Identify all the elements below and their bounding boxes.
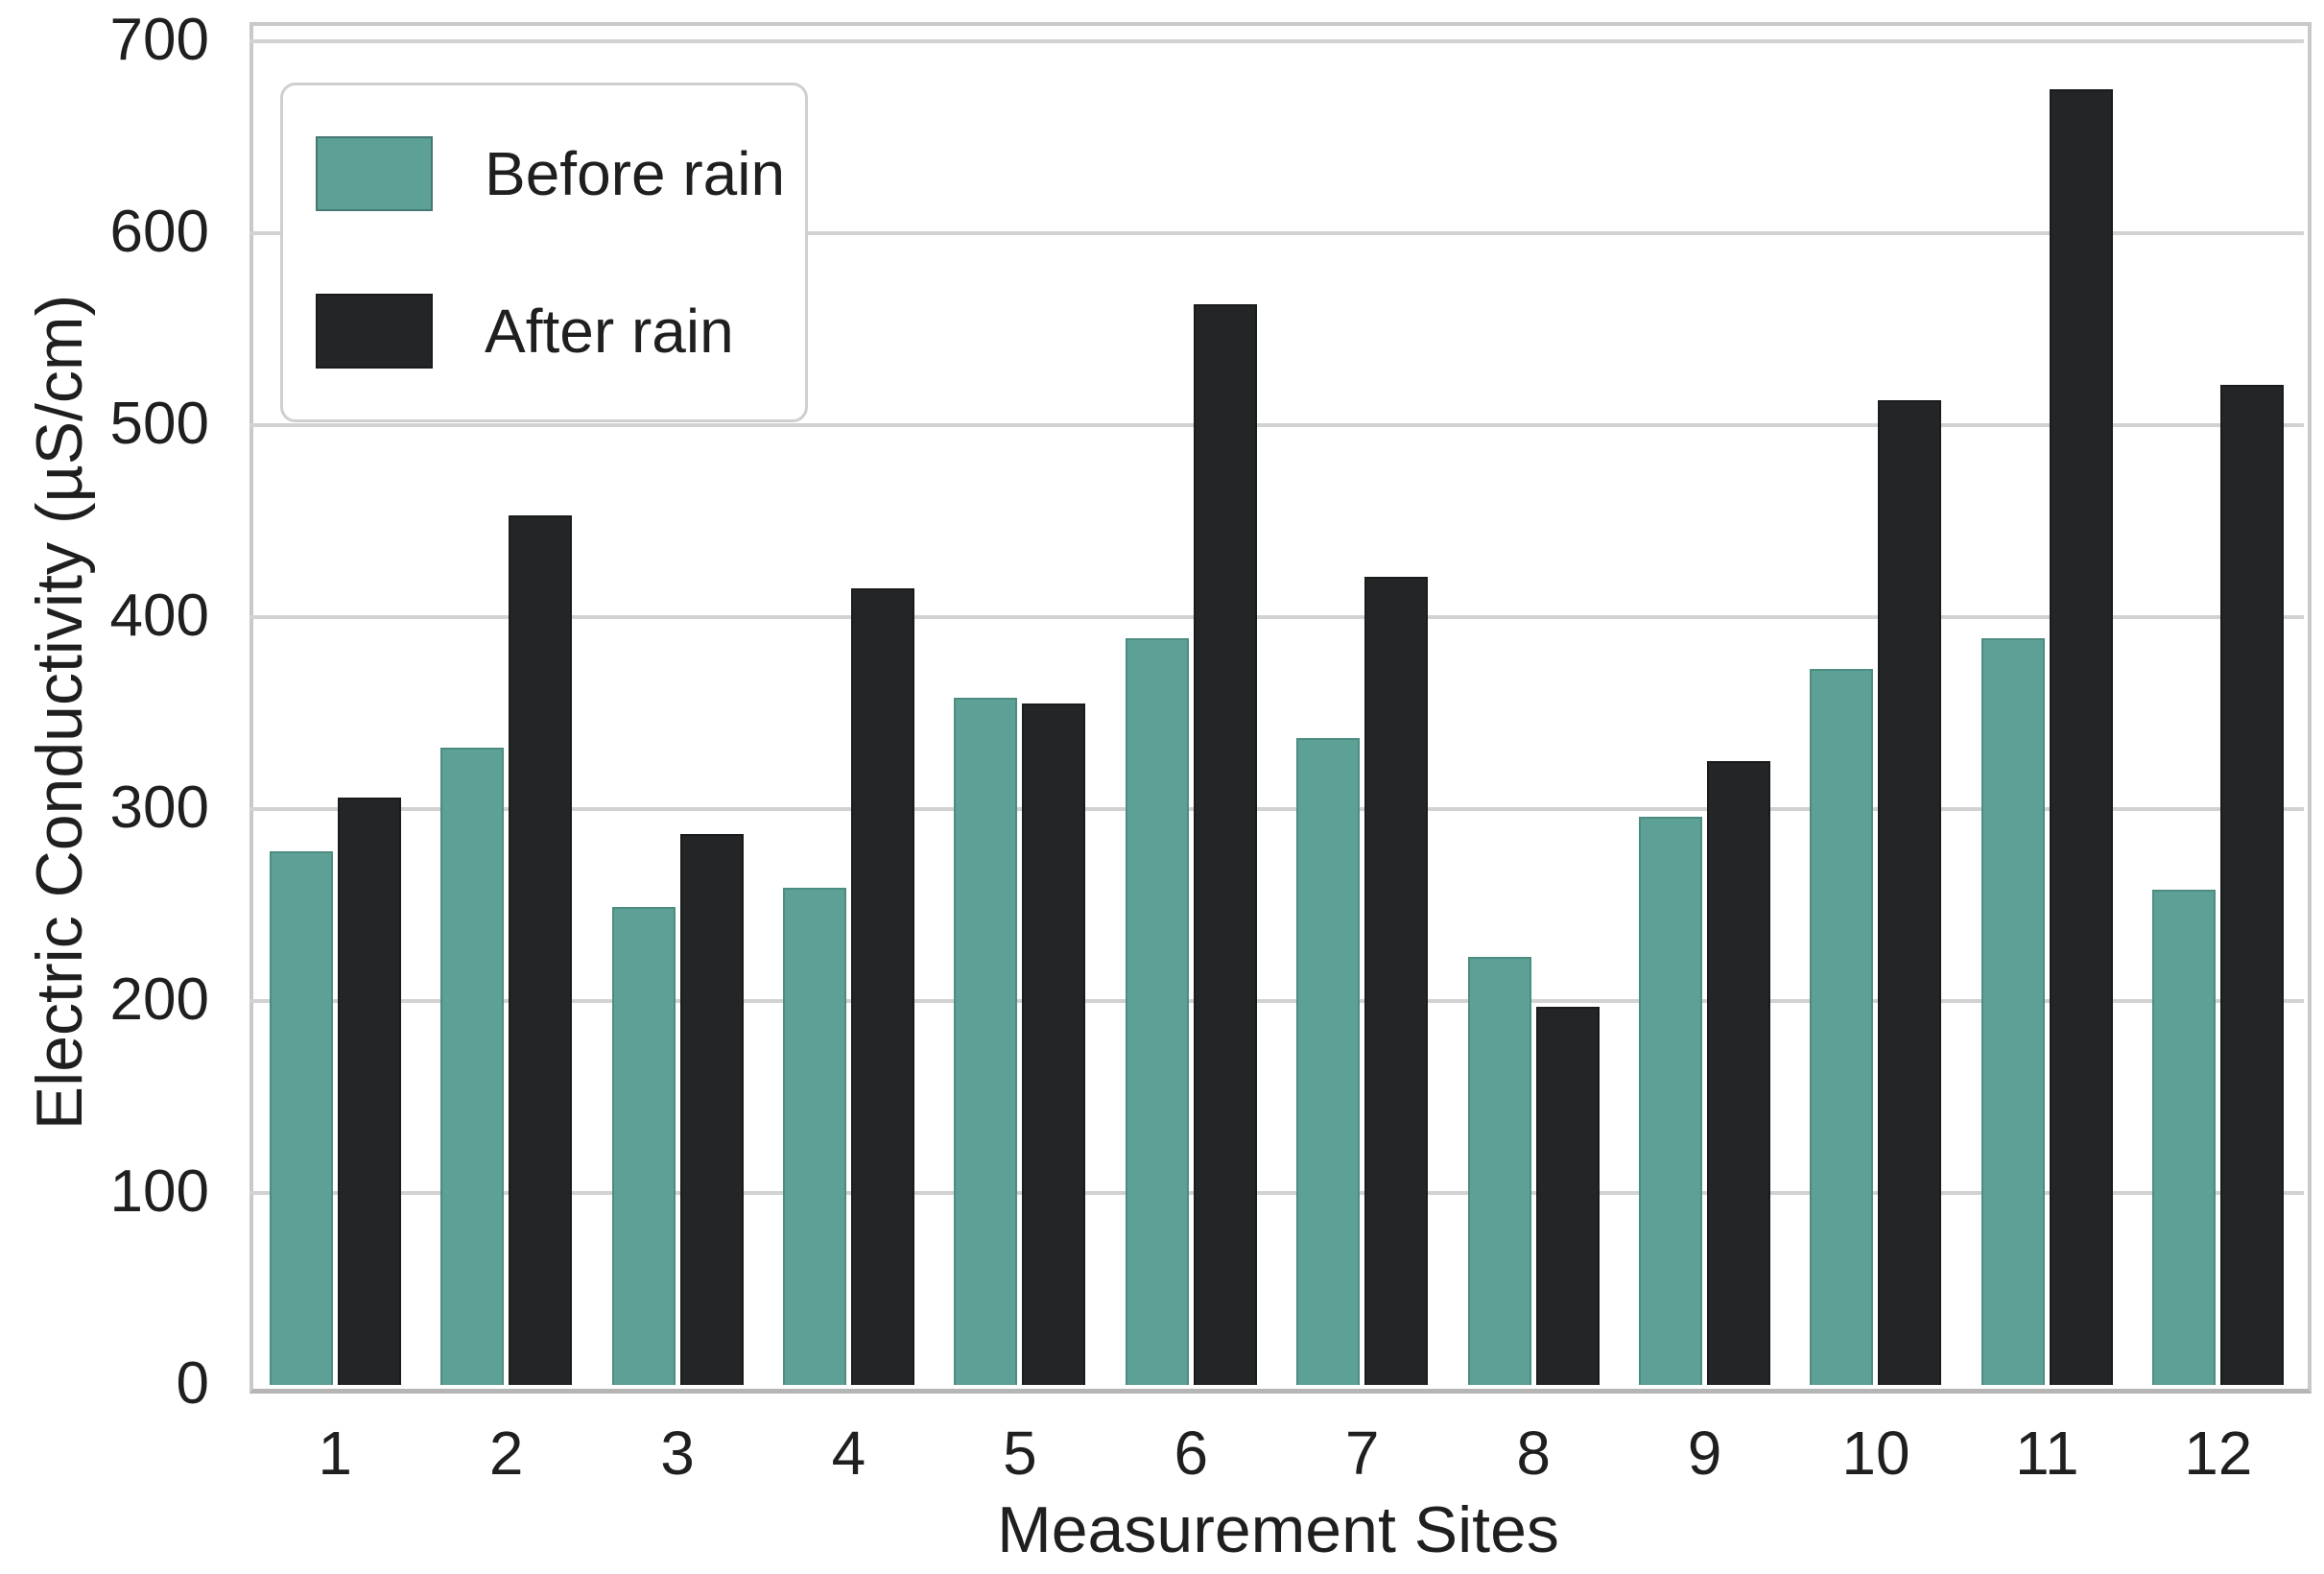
bar-before-rain-site-8 [1467,957,1531,1385]
gridline-y-200 [249,999,2304,1003]
bar-after-rain-site-1 [337,798,401,1385]
bar-after-rain-site-4 [850,588,914,1385]
y-tick-label-400: 400 [109,582,209,649]
bar-after-rain-site-10 [1878,400,1942,1385]
gridline-y-400 [249,615,2304,619]
gridline-y-700 [249,39,2304,43]
y-tick-label-600: 600 [109,198,209,265]
x-tick-label-1: 1 [318,1419,352,1488]
bar-before-rain-site-1 [269,851,333,1385]
bar-before-rain-site-5 [954,698,1018,1385]
x-axis-label: Measurement Sites [997,1493,1559,1566]
bar-before-rain-site-2 [440,748,505,1385]
bar-after-rain-site-6 [1193,304,1257,1385]
bar-after-rain-site-8 [1535,1007,1600,1385]
legend: Before rain After rain [280,83,808,422]
legend-entry-before-rain: Before rain [316,136,805,211]
gridline-y-600 [249,231,2304,235]
bar-before-rain-site-10 [1810,669,1874,1385]
gridline-y-100 [249,1191,2304,1195]
bar-after-rain-site-12 [2220,385,2285,1385]
bar-before-rain-site-11 [1980,638,2045,1385]
x-tick-label-11: 11 [2015,1419,2079,1488]
legend-swatch-before-rain-icon [316,136,433,211]
x-tick-label-6: 6 [1174,1419,1209,1488]
bar-before-rain-site-3 [611,907,676,1385]
y-tick-label-700: 700 [109,6,209,73]
x-tick-label-10: 10 [1841,1419,1910,1488]
bar-after-rain-site-7 [1364,577,1429,1385]
y-tick-label-100: 100 [109,1157,209,1225]
y-tick-label-500: 500 [109,390,209,457]
bar-after-rain-site-5 [1022,704,1086,1385]
legend-entry-after-rain: After rain [316,294,805,369]
x-tick-label-4: 4 [831,1419,866,1488]
gridline-y-500 [249,423,2304,427]
bar-after-rain-site-9 [1707,761,1771,1385]
bar-before-rain-site-9 [1639,817,1703,1385]
bar-before-rain-site-6 [1125,638,1189,1385]
y-tick-label-200: 200 [109,966,209,1033]
bar-before-rain-site-7 [1296,738,1361,1385]
y-tick-label-300: 300 [109,774,209,841]
legend-label-after-rain: After rain [485,297,734,366]
bar-after-rain-site-11 [2049,89,2113,1385]
legend-label-before-rain: Before rain [485,139,786,208]
bar-after-rain-site-3 [679,834,744,1385]
x-tick-label-8: 8 [1516,1419,1551,1488]
x-tick-label-2: 2 [488,1419,524,1488]
y-tick-label-0: 0 [176,1349,209,1417]
x-tick-label-3: 3 [660,1419,695,1488]
x-tick-label-5: 5 [1003,1419,1037,1488]
legend-swatch-after-rain-icon [316,294,433,369]
plot-area [249,22,2312,1394]
gridline-y-300 [249,807,2304,811]
x-tick-label-12: 12 [2184,1419,2253,1488]
x-tick-label-9: 9 [1687,1419,1722,1488]
bar-after-rain-site-2 [509,515,573,1385]
bar-before-rain-site-4 [782,888,846,1385]
x-tick-label-7: 7 [1344,1419,1380,1488]
bar-before-rain-site-12 [2152,890,2217,1385]
